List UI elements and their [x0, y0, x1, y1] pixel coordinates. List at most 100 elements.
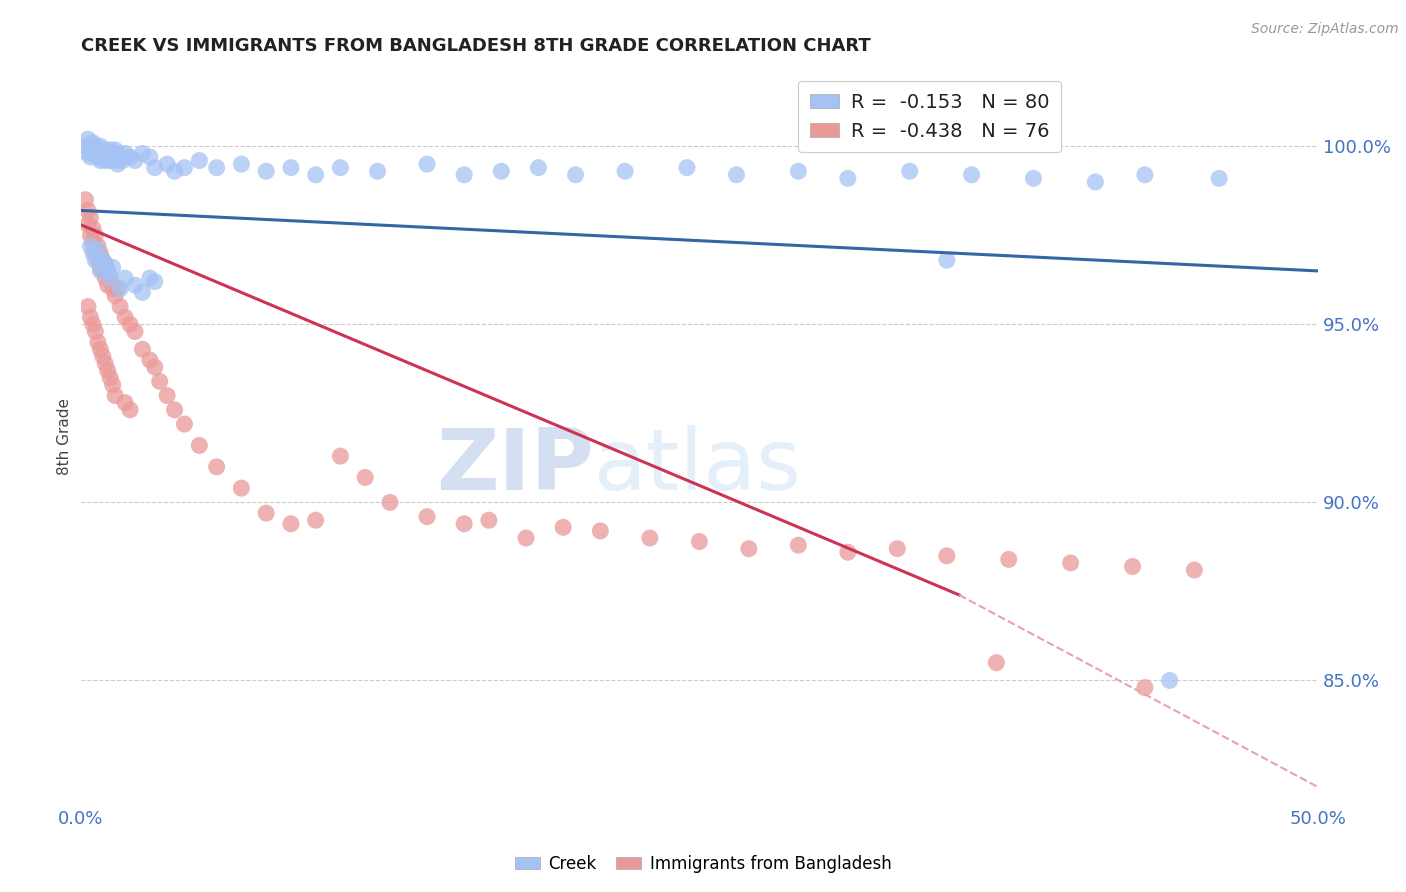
Point — [416, 509, 439, 524]
Point — [1022, 171, 1045, 186]
Point — [378, 495, 401, 509]
Point — [84, 325, 107, 339]
Point — [131, 285, 153, 300]
Point — [107, 157, 129, 171]
Point — [638, 531, 661, 545]
Point — [87, 143, 110, 157]
Point — [124, 153, 146, 168]
Point — [97, 146, 120, 161]
Point — [156, 388, 179, 402]
Point — [104, 289, 127, 303]
Point — [305, 168, 328, 182]
Point — [1208, 171, 1230, 186]
Point — [91, 253, 114, 268]
Point — [118, 318, 141, 332]
Point — [725, 168, 748, 182]
Point — [91, 264, 114, 278]
Point — [1059, 556, 1081, 570]
Point — [82, 235, 104, 250]
Point — [89, 246, 111, 260]
Point — [416, 157, 439, 171]
Point — [101, 150, 124, 164]
Point — [101, 146, 124, 161]
Point — [688, 534, 710, 549]
Point — [491, 164, 513, 178]
Point — [98, 153, 121, 168]
Point — [107, 146, 129, 161]
Point — [79, 310, 101, 325]
Point — [367, 164, 389, 178]
Point — [114, 395, 136, 409]
Point — [114, 271, 136, 285]
Point — [564, 168, 586, 182]
Point — [1121, 559, 1143, 574]
Point — [79, 239, 101, 253]
Point — [553, 520, 575, 534]
Point — [101, 260, 124, 275]
Point — [1133, 168, 1156, 182]
Point — [156, 157, 179, 171]
Point — [960, 168, 983, 182]
Point — [787, 538, 810, 552]
Point — [1159, 673, 1181, 688]
Point — [79, 211, 101, 225]
Point — [94, 271, 117, 285]
Point — [453, 168, 475, 182]
Point — [89, 153, 111, 168]
Point — [97, 264, 120, 278]
Point — [986, 656, 1008, 670]
Point — [87, 239, 110, 253]
Legend: Creek, Immigrants from Bangladesh: Creek, Immigrants from Bangladesh — [508, 848, 898, 880]
Point — [98, 371, 121, 385]
Point — [98, 143, 121, 157]
Point — [131, 343, 153, 357]
Point — [94, 257, 117, 271]
Point — [837, 545, 859, 559]
Point — [97, 364, 120, 378]
Point — [82, 143, 104, 157]
Point — [787, 164, 810, 178]
Point — [1182, 563, 1205, 577]
Point — [231, 157, 253, 171]
Point — [94, 143, 117, 157]
Point — [77, 300, 100, 314]
Point — [163, 164, 186, 178]
Point — [98, 271, 121, 285]
Point — [101, 282, 124, 296]
Point — [114, 146, 136, 161]
Point — [329, 449, 352, 463]
Point — [84, 139, 107, 153]
Point — [97, 278, 120, 293]
Point — [515, 531, 537, 545]
Point — [280, 161, 302, 175]
Point — [589, 524, 612, 538]
Point — [91, 150, 114, 164]
Text: CREEK VS IMMIGRANTS FROM BANGLADESH 8TH GRADE CORRELATION CHART: CREEK VS IMMIGRANTS FROM BANGLADESH 8TH … — [80, 37, 870, 55]
Point — [935, 549, 957, 563]
Point — [101, 377, 124, 392]
Point — [104, 388, 127, 402]
Point — [97, 264, 120, 278]
Text: Source: ZipAtlas.com: Source: ZipAtlas.com — [1251, 22, 1399, 37]
Point — [111, 153, 134, 168]
Point — [231, 481, 253, 495]
Point — [94, 153, 117, 168]
Point — [131, 146, 153, 161]
Point — [84, 253, 107, 268]
Point — [478, 513, 501, 527]
Point — [98, 271, 121, 285]
Legend: R =  -0.153   N = 80, R =  -0.438   N = 76: R = -0.153 N = 80, R = -0.438 N = 76 — [799, 81, 1062, 153]
Point — [79, 139, 101, 153]
Point — [118, 150, 141, 164]
Point — [75, 139, 97, 153]
Point — [87, 150, 110, 164]
Y-axis label: 8th Grade: 8th Grade — [58, 398, 72, 475]
Point — [108, 300, 131, 314]
Point — [738, 541, 761, 556]
Point — [79, 228, 101, 243]
Point — [188, 153, 211, 168]
Point — [84, 246, 107, 260]
Point — [87, 335, 110, 350]
Point — [997, 552, 1019, 566]
Point — [527, 161, 550, 175]
